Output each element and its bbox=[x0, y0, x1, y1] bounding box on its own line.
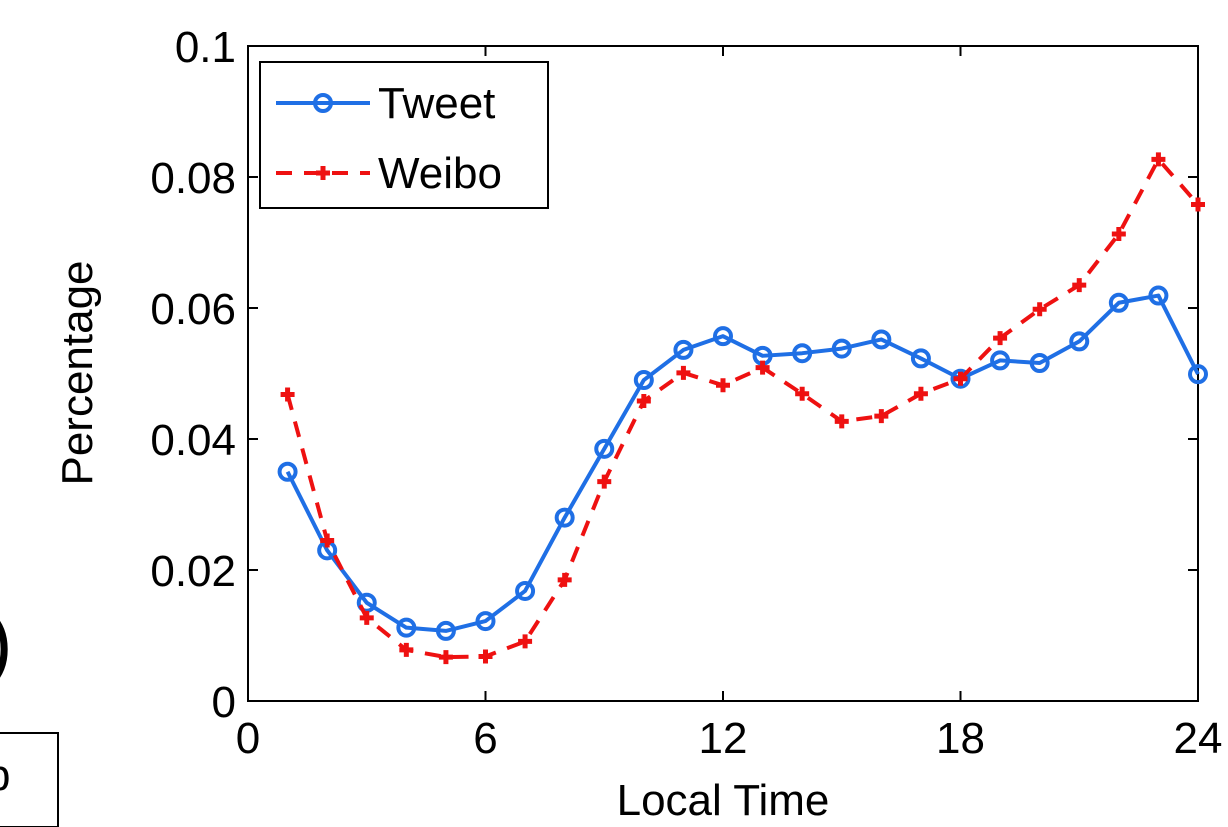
cropped-box-text: b bbox=[0, 751, 10, 800]
legend-box bbox=[259, 61, 549, 209]
data-point-tweet bbox=[435, 620, 456, 641]
data-point-tweet bbox=[910, 348, 931, 369]
y-tick-label: 0.04 bbox=[150, 416, 236, 465]
data-point-tweet bbox=[1029, 353, 1050, 374]
series-layer bbox=[277, 152, 1208, 665]
data-point-weibo bbox=[1191, 197, 1205, 212]
data-point-weibo bbox=[795, 386, 810, 401]
x-tick-labels: 0 6 12 18 24 bbox=[236, 714, 1223, 763]
y-axis-label: Percentage bbox=[53, 260, 102, 485]
x-tick-label: 12 bbox=[699, 714, 748, 763]
data-point-weibo bbox=[320, 533, 335, 548]
data-point-weibo bbox=[1111, 226, 1126, 241]
data-point-tweet bbox=[594, 438, 615, 459]
data-point-weibo bbox=[438, 650, 453, 665]
data-point-weibo bbox=[755, 360, 770, 375]
data-point-weibo bbox=[993, 331, 1008, 346]
data-point-weibo bbox=[716, 378, 730, 393]
x-axis-label: Local Time bbox=[617, 776, 830, 825]
data-point-tweet bbox=[673, 339, 694, 360]
data-point-weibo bbox=[1072, 278, 1087, 293]
legend-label-tweet: Tweet bbox=[378, 79, 495, 128]
data-point-weibo bbox=[359, 610, 374, 625]
data-point-weibo bbox=[399, 642, 414, 657]
data-point-tweet bbox=[277, 461, 298, 482]
data-point-weibo bbox=[913, 386, 928, 401]
data-point-tweet bbox=[871, 329, 892, 350]
data-point-tweet bbox=[990, 350, 1011, 371]
data-point-weibo bbox=[834, 414, 849, 429]
data-point-weibo bbox=[597, 474, 612, 489]
data-point-weibo bbox=[953, 371, 968, 386]
data-point-weibo bbox=[280, 387, 295, 402]
y-tick-label: 0.08 bbox=[150, 154, 236, 203]
data-point-weibo bbox=[557, 572, 572, 587]
x-tick-label: 6 bbox=[473, 714, 497, 763]
data-point-tweet bbox=[475, 611, 496, 632]
data-point-weibo bbox=[1151, 152, 1166, 167]
data-point-weibo bbox=[1032, 302, 1047, 317]
y-tick-labels: 0 0.02 0.04 0.06 0.08 0.1 bbox=[150, 23, 236, 727]
legend-marker-weibo bbox=[316, 166, 330, 180]
data-point-weibo bbox=[518, 634, 533, 649]
data-point-weibo bbox=[636, 394, 651, 409]
data-point-tweet bbox=[831, 338, 852, 359]
axis-ticks bbox=[247, 45, 1199, 702]
cropped-paren-text: ) bbox=[0, 598, 13, 687]
legend: Tweet Weibo bbox=[259, 61, 549, 209]
data-point-tweet bbox=[1108, 292, 1129, 313]
data-point-tweet bbox=[633, 370, 654, 391]
series-tweet bbox=[277, 285, 1208, 641]
data-point-weibo bbox=[478, 649, 493, 664]
x-tick-label: 18 bbox=[936, 714, 985, 763]
data-point-weibo bbox=[874, 409, 889, 424]
data-point-tweet bbox=[713, 326, 733, 347]
legend-marker-tweet bbox=[313, 93, 333, 113]
y-tick-label: 0.1 bbox=[175, 23, 236, 72]
data-point-tweet bbox=[356, 592, 377, 613]
cropped-box bbox=[0, 732, 59, 827]
y-tick-label: 0.02 bbox=[150, 547, 236, 596]
legend-label-weibo: Weibo bbox=[378, 149, 502, 198]
data-point-tweet bbox=[950, 368, 971, 389]
y-tick-label: 0 bbox=[212, 678, 236, 727]
legend-entry-tweet: Tweet bbox=[276, 79, 495, 128]
data-point-tweet bbox=[554, 507, 575, 528]
data-point-tweet bbox=[1148, 285, 1169, 306]
x-tick-label: 0 bbox=[236, 714, 260, 763]
data-point-tweet bbox=[1069, 331, 1090, 352]
series-weibo bbox=[280, 152, 1205, 665]
data-point-tweet bbox=[515, 580, 536, 601]
cropped-neighbor-fragment: ) b bbox=[0, 598, 59, 827]
data-point-tweet bbox=[792, 343, 813, 364]
data-point-weibo bbox=[676, 365, 691, 380]
y-tick-label: 0.06 bbox=[150, 285, 236, 334]
data-point-tweet bbox=[1188, 364, 1208, 385]
legend-entry-weibo: Weibo bbox=[276, 149, 502, 198]
data-point-tweet bbox=[396, 617, 417, 638]
x-tick-label: 24 bbox=[1174, 714, 1223, 763]
